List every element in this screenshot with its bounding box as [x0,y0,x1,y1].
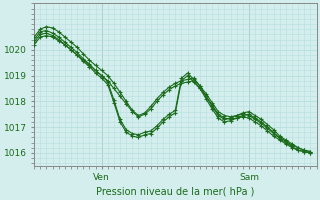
X-axis label: Pression niveau de la mer( hPa ): Pression niveau de la mer( hPa ) [96,187,254,197]
